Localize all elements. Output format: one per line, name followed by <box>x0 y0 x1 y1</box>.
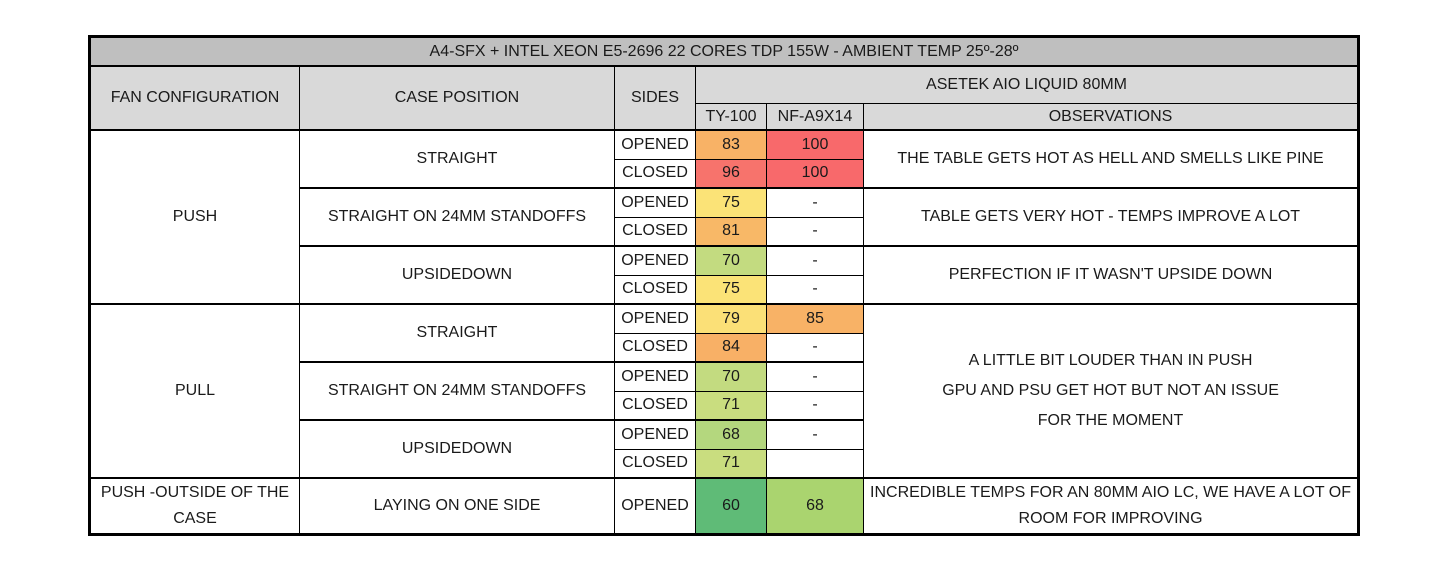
nf-a9x14-temp-cell <box>766 448 864 479</box>
ty100-temp-cell: 70 <box>695 245 767 276</box>
observation-cell: TABLE GETS VERY HOT - TEMPS IMPROVE A LO… <box>862 187 1360 247</box>
table-title: A4-SFX + INTEL XEON E5-2696 22 CORES TDP… <box>88 36 1360 67</box>
case-position-cell: STRAIGHT <box>299 129 615 189</box>
side-cell: OPENED <box>614 187 696 218</box>
fan-group-cell-push: PUSH <box>89 129 300 305</box>
side-cell: CLOSED <box>614 332 696 363</box>
col-group-header-aio: ASETEK AIO LIQUID 80MM <box>694 65 1360 104</box>
ty100-temp-cell: 81 <box>695 216 767 247</box>
ty100-temp-cell: 60 <box>695 477 767 535</box>
ty100-temp-cell: 79 <box>695 303 767 334</box>
fan-group-cell-outside: PUSH -OUTSIDE OF THE CASE <box>89 477 300 535</box>
side-cell: OPENED <box>614 477 696 535</box>
nf-a9x14-temp-cell: 85 <box>766 303 864 334</box>
col-header-observations: OBSERVATIONS <box>862 103 1360 131</box>
fan-group-cell-pull: PULL <box>89 303 300 479</box>
side-cell: OPENED <box>614 361 696 392</box>
col-header-fan-configuration: FAN CONFIGURATION <box>89 65 300 131</box>
nf-a9x14-temp-cell: - <box>766 361 864 392</box>
case-position-cell: STRAIGHT ON 24MM STANDOFFS <box>299 187 615 247</box>
side-cell: CLOSED <box>614 158 696 189</box>
side-cell: OPENED <box>614 419 696 450</box>
ty100-temp-cell: 68 <box>695 419 767 450</box>
side-cell: CLOSED <box>614 390 696 421</box>
ty100-temp-cell: 75 <box>695 187 767 218</box>
nf-a9x14-temp-cell: - <box>766 419 864 450</box>
col-header-sides: SIDES <box>614 65 696 131</box>
ty100-temp-cell: 75 <box>695 274 767 305</box>
nf-a9x14-temp-cell: - <box>766 390 864 421</box>
observation-cell: INCREDIBLE TEMPS FOR AN 80MM AIO LC, WE … <box>862 477 1360 535</box>
nf-a9x14-temp-cell: 100 <box>766 158 864 189</box>
col-header-ty100: TY-100 <box>695 103 767 131</box>
case-position-cell: STRAIGHT ON 24MM STANDOFFS <box>299 361 615 421</box>
observation-cell: A LITTLE BIT LOUDER THAN IN PUSH GPU AND… <box>862 303 1360 479</box>
nf-a9x14-temp-cell: - <box>766 332 864 363</box>
side-cell: OPENED <box>614 303 696 334</box>
ty100-temp-cell: 71 <box>695 448 767 479</box>
nf-a9x14-temp-cell: - <box>766 245 864 276</box>
nf-a9x14-temp-cell: 68 <box>766 477 864 535</box>
case-position-cell: LAYING ON ONE SIDE <box>299 477 615 535</box>
col-header-case-position: CASE POSITION <box>299 65 615 131</box>
col-header-nf-a9x14: NF-A9X14 <box>766 103 864 131</box>
nf-a9x14-temp-cell: - <box>766 216 864 247</box>
nf-a9x14-temp-cell: 100 <box>766 129 864 160</box>
observation-cell: PERFECTION IF IT WASN'T UPSIDE DOWN <box>862 245 1360 305</box>
ty100-temp-cell: 70 <box>695 361 767 392</box>
case-position-cell: UPSIDEDOWN <box>299 245 615 305</box>
side-cell: CLOSED <box>614 216 696 247</box>
observation-cell: THE TABLE GETS HOT AS HELL AND SMELLS LI… <box>862 129 1360 189</box>
ty100-temp-cell: 96 <box>695 158 767 189</box>
case-position-cell: UPSIDEDOWN <box>299 419 615 479</box>
side-cell: CLOSED <box>614 274 696 305</box>
ty100-temp-cell: 71 <box>695 390 767 421</box>
ty100-temp-cell: 83 <box>695 129 767 160</box>
ty100-temp-cell: 84 <box>695 332 767 363</box>
temp-results-table-wrap: A4-SFX + INTEL XEON E5-2696 22 CORES TDP… <box>88 35 1361 536</box>
temp-results-table: A4-SFX + INTEL XEON E5-2696 22 CORES TDP… <box>88 35 1361 536</box>
side-cell: CLOSED <box>614 448 696 479</box>
side-cell: OPENED <box>614 129 696 160</box>
side-cell: OPENED <box>614 245 696 276</box>
nf-a9x14-temp-cell: - <box>766 187 864 218</box>
case-position-cell: STRAIGHT <box>299 303 615 363</box>
nf-a9x14-temp-cell: - <box>766 274 864 305</box>
